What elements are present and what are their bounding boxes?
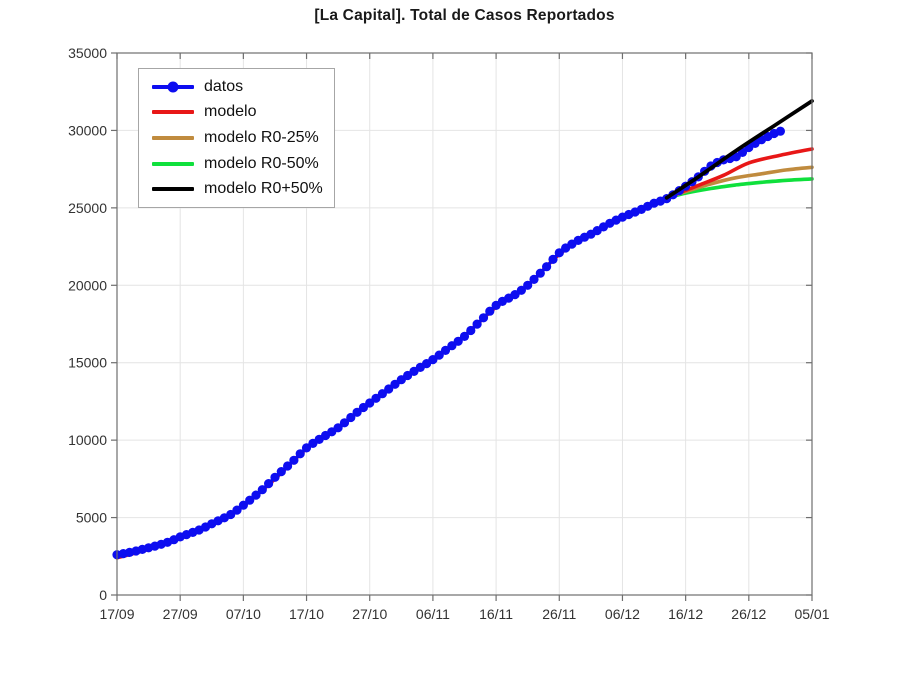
x-tick-label: 27/10 xyxy=(352,606,387,622)
chart-title: [La Capital]. Total de Casos Reportados xyxy=(314,7,615,24)
x-tick-label: 16/11 xyxy=(479,606,513,622)
data-point-marker xyxy=(384,384,394,394)
legend-item: modelo xyxy=(152,100,328,125)
x-tick-label: 16/12 xyxy=(668,606,703,622)
x-tick-label: 17/09 xyxy=(99,606,134,622)
data-point-marker xyxy=(270,472,280,482)
legend-line-swatch-icon xyxy=(152,110,194,115)
data-point-marker xyxy=(365,398,375,408)
data-point-marker xyxy=(434,350,444,360)
data-point-marker xyxy=(529,274,539,284)
data-point-marker xyxy=(352,407,362,417)
y-tick-label: 20000 xyxy=(68,277,107,293)
data-point-marker xyxy=(523,280,533,290)
legend-line-swatch-icon xyxy=(152,135,194,140)
legend-line-swatch-icon xyxy=(152,161,194,166)
data-point-marker xyxy=(257,485,267,495)
data-point-marker xyxy=(339,418,350,428)
x-tick-label: 07/10 xyxy=(226,606,261,622)
data-point-marker xyxy=(554,248,564,258)
y-tick-label: 35000 xyxy=(68,45,107,61)
data-point-marker xyxy=(295,449,305,459)
data-point-marker xyxy=(251,490,261,500)
data-point-marker xyxy=(301,443,312,453)
legend-item: modelo R0-25% xyxy=(152,125,328,150)
legend-label: modelo xyxy=(204,103,257,121)
data-point-marker xyxy=(542,262,552,272)
legend-circle-marker-icon xyxy=(167,81,179,93)
data-point-marker xyxy=(276,467,286,477)
legend-label: modelo R0-25% xyxy=(204,128,319,146)
legend-label: modelo R0-50% xyxy=(204,154,319,172)
x-tick-label: 26/12 xyxy=(731,606,766,622)
data-point-marker xyxy=(440,345,451,355)
data-point-marker xyxy=(390,379,400,389)
data-point-marker xyxy=(775,126,786,136)
data-point-marker xyxy=(459,331,470,341)
data-point-marker xyxy=(548,254,558,264)
legend-item: datos xyxy=(152,74,328,99)
legend-line-swatch-icon xyxy=(152,81,194,93)
data-point-marker xyxy=(232,505,242,515)
x-tick-label: 27/09 xyxy=(163,606,198,622)
data-point-marker xyxy=(377,389,387,399)
series-line-modelo xyxy=(115,147,814,560)
legend-label: datos xyxy=(204,77,244,95)
data-point-marker xyxy=(245,495,255,505)
legend-line-swatch-icon xyxy=(152,187,194,192)
legend-item: modelo R0+50% xyxy=(152,177,328,202)
data-point-marker xyxy=(516,285,527,295)
y-tick-label: 5000 xyxy=(76,510,107,526)
legend: datos modelo modelo R0-25% modelo R0-50% mod… xyxy=(138,68,335,208)
grid xyxy=(117,53,812,595)
data-point-marker xyxy=(485,306,495,316)
data-point-marker xyxy=(289,455,299,465)
data-point-marker xyxy=(333,423,343,433)
x-tick-label: 06/11 xyxy=(416,606,450,622)
data-point-marker xyxy=(472,319,482,329)
data-point-marker xyxy=(346,412,356,423)
y-tick-label: 0 xyxy=(99,587,107,603)
x-tick-label: 05/01 xyxy=(794,606,829,622)
x-tick-label: 26/11 xyxy=(542,606,576,622)
x-tick-label: 17/10 xyxy=(289,606,324,622)
data-point-marker xyxy=(466,325,476,336)
legend-item: modelo R0-50% xyxy=(152,151,328,176)
data-point-marker xyxy=(535,268,545,278)
tick-labels: 17/09 27/09 07/10 17/10 27/10 06/11 16/11 26/11… xyxy=(68,45,830,622)
y-tick-label: 30000 xyxy=(68,122,107,138)
tick-marks xyxy=(111,52,813,601)
series-line-modelo-r0-50- xyxy=(664,99,814,200)
data-point-marker xyxy=(283,461,293,471)
data-point-marker xyxy=(453,336,463,346)
y-tick-label: 25000 xyxy=(68,200,107,216)
series-markers-datos xyxy=(112,126,786,560)
y-tick-label: 10000 xyxy=(68,432,107,448)
data-point-marker xyxy=(264,479,274,489)
data-point-marker xyxy=(478,313,489,323)
y-tick-label: 15000 xyxy=(68,355,107,371)
x-tick-label: 06/12 xyxy=(605,606,640,622)
legend-label: modelo R0+50% xyxy=(204,180,323,198)
data-point-marker xyxy=(371,393,381,403)
axes-box xyxy=(116,52,813,596)
data-point-marker xyxy=(238,500,248,510)
